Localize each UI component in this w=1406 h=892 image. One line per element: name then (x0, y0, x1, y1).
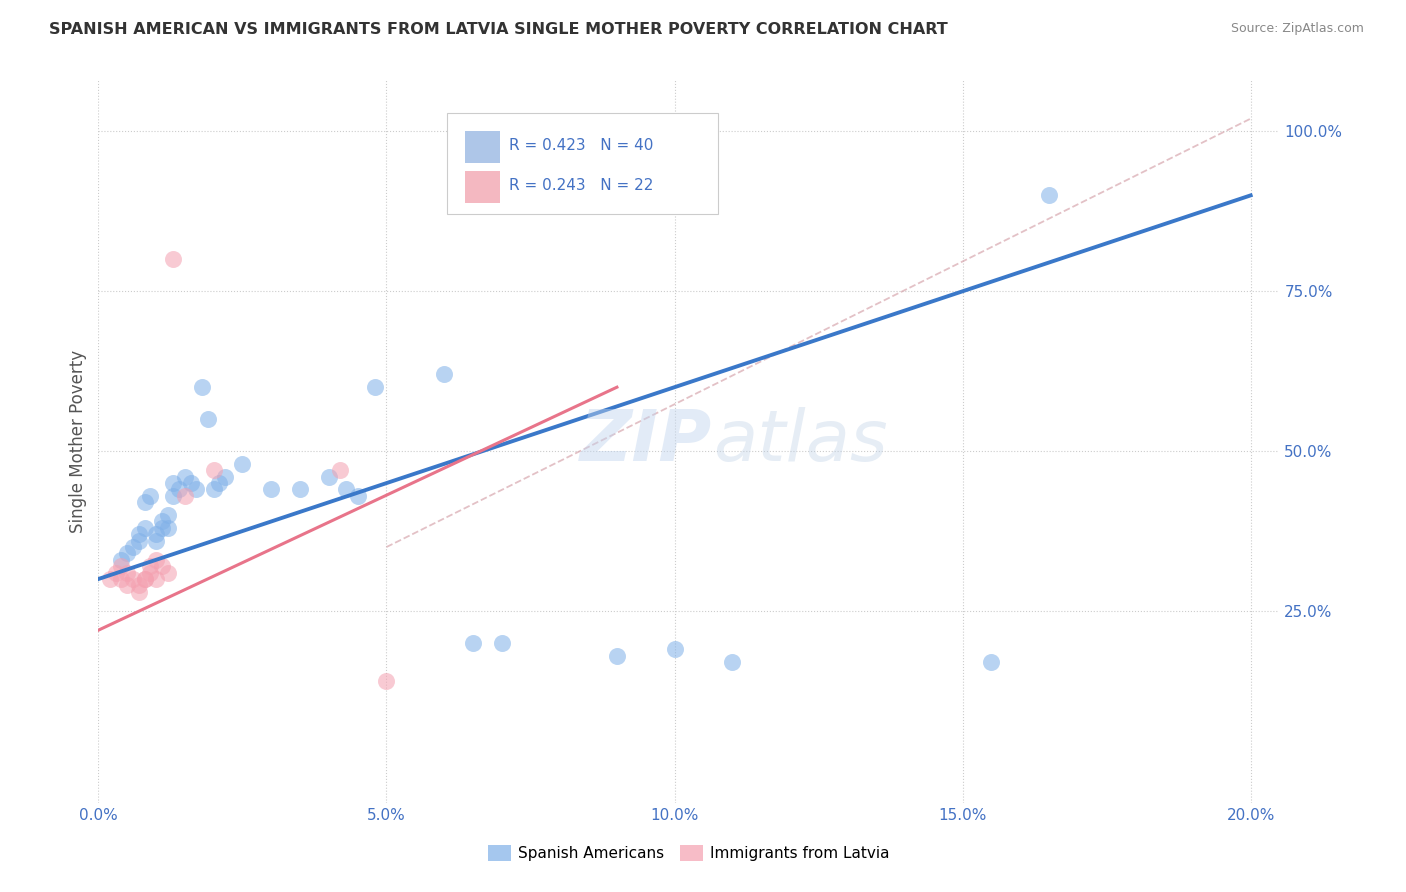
Point (186, 483, 208, 497)
Point (110, 553, 132, 567)
Point (202, 483, 225, 497)
Point (1038, 188, 1060, 202)
Text: atlas: atlas (713, 407, 887, 476)
Point (150, 515, 173, 529)
Point (346, 489, 368, 503)
Point (139, 489, 162, 503)
Point (115, 566, 138, 580)
Point (134, 521, 156, 535)
Point (364, 380, 387, 394)
Point (491, 636, 513, 650)
Point (134, 572, 156, 586)
Text: ZIP: ZIP (581, 407, 713, 476)
Point (110, 572, 132, 586)
Point (980, 655, 1002, 669)
Point (375, 674, 398, 689)
Legend: Spanish Americans, Immigrants from Latvia: Spanish Americans, Immigrants from Latvi… (482, 839, 896, 867)
Point (122, 572, 145, 586)
Point (461, 636, 484, 650)
Point (335, 483, 357, 497)
Point (329, 463, 352, 477)
Text: SPANISH AMERICAN VS IMMIGRANTS FROM LATVIA SINGLE MOTHER POVERTY CORRELATION CHA: SPANISH AMERICAN VS IMMIGRANTS FROM LATV… (49, 22, 948, 37)
Point (134, 495, 156, 509)
Point (318, 469, 340, 483)
Point (162, 252, 184, 267)
Point (162, 489, 184, 503)
Point (145, 572, 167, 586)
Point (145, 553, 167, 567)
Point (173, 489, 195, 503)
Point (150, 559, 173, 574)
Point (156, 566, 179, 580)
Point (128, 527, 150, 541)
Point (260, 483, 283, 497)
Point (145, 527, 167, 541)
Point (606, 648, 628, 663)
Point (162, 476, 184, 491)
Point (231, 457, 253, 471)
Point (115, 546, 138, 560)
Point (139, 559, 162, 574)
Point (128, 533, 150, 548)
Point (98, 572, 121, 586)
FancyBboxPatch shape (464, 170, 501, 203)
Point (202, 463, 225, 477)
Point (167, 483, 190, 497)
Point (128, 584, 150, 599)
Point (110, 559, 132, 574)
Point (721, 655, 744, 669)
Point (122, 540, 145, 554)
Point (139, 566, 162, 580)
Point (197, 412, 219, 426)
Point (115, 578, 138, 592)
Point (145, 533, 167, 548)
Text: R = 0.423   N = 40: R = 0.423 N = 40 (509, 137, 654, 153)
Point (288, 483, 311, 497)
Point (664, 642, 686, 657)
Point (208, 476, 231, 491)
Point (214, 469, 236, 483)
Point (150, 521, 173, 535)
Point (180, 476, 202, 491)
Point (156, 508, 179, 522)
Point (104, 566, 127, 580)
Text: Source: ZipAtlas.com: Source: ZipAtlas.com (1230, 22, 1364, 36)
Point (156, 521, 179, 535)
Point (134, 572, 156, 586)
FancyBboxPatch shape (447, 112, 718, 214)
Point (191, 380, 214, 394)
Y-axis label: Single Mother Poverty: Single Mother Poverty (69, 350, 87, 533)
FancyBboxPatch shape (464, 131, 501, 163)
Point (433, 368, 456, 382)
Text: R = 0.243   N = 22: R = 0.243 N = 22 (509, 178, 654, 193)
Point (128, 578, 150, 592)
Point (173, 469, 195, 483)
